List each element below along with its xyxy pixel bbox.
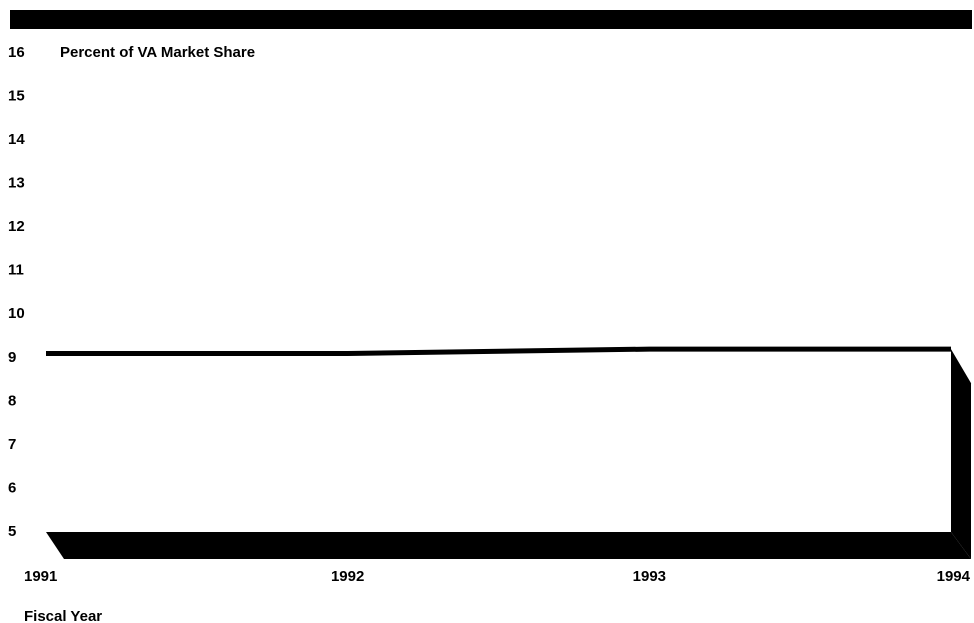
y-tick-label: 5	[8, 523, 16, 540]
y-tick-label: 13	[8, 175, 25, 192]
y-tick-label: 16	[8, 44, 25, 61]
y-tick-label: 8	[8, 392, 16, 409]
y-tick-label: 7	[8, 436, 16, 453]
x-tick-label: 1992	[331, 568, 364, 585]
floor	[46, 532, 971, 559]
y-tick-label: 11	[8, 262, 24, 279]
y-tick-label: 15	[8, 88, 25, 105]
top-bar	[10, 10, 972, 29]
line	[46, 346, 951, 356]
y-tick-label: 12	[8, 218, 25, 235]
x-tick-label: 1993	[633, 568, 666, 585]
x-tick-label: 1994	[937, 568, 971, 585]
x-axis-title: Fiscal Year	[24, 608, 102, 623]
y-tick-label: 6	[8, 479, 16, 496]
y-tick-label: 9	[8, 349, 16, 366]
chart-title: Percent of VA Market Share	[60, 44, 255, 61]
x-tick-label: 1991	[24, 568, 57, 585]
y-tick-label: 10	[8, 305, 25, 322]
y-tick-label: 14	[8, 131, 25, 148]
side-wall	[951, 349, 971, 559]
